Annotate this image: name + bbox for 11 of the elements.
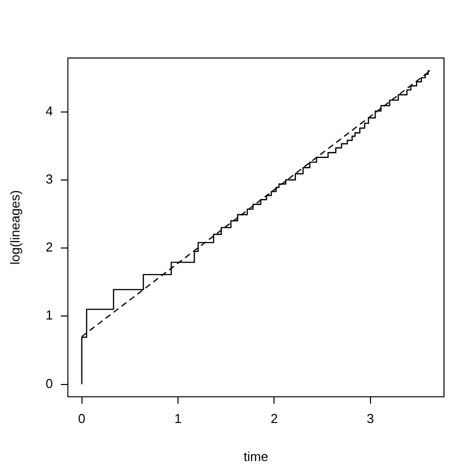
y-tick-label: 4 [46, 103, 53, 118]
y-tick-label: 0 [46, 376, 53, 391]
x-tick-label: 2 [270, 411, 278, 426]
y-tick-label: 1 [46, 308, 53, 323]
y-tick-label: 2 [46, 240, 53, 255]
x-tick-label: 3 [366, 411, 374, 426]
x-tick-label: 0 [78, 411, 86, 426]
x-axis-title: time [244, 448, 268, 464]
y-tick-label: 3 [46, 171, 53, 186]
x-tick-label: 1 [174, 411, 182, 426]
y-axis-title: log(lineages) [7, 190, 22, 265]
